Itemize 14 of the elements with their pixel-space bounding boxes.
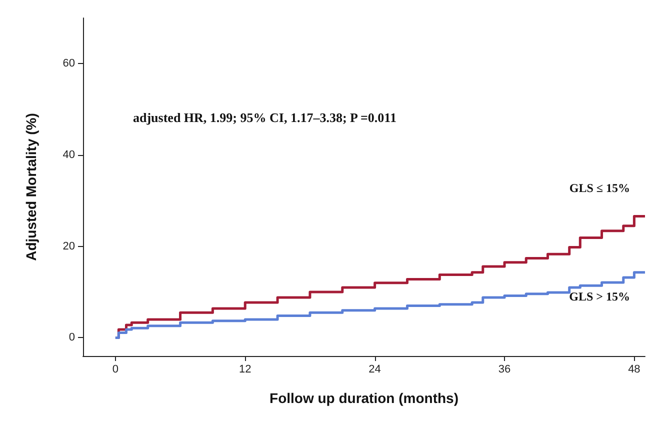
x-tick-label: 24 [368, 364, 381, 376]
x-tick-label: 48 [628, 364, 640, 376]
series-label: GLS > 15% [569, 289, 630, 304]
y-tick-label: 40 [62, 149, 75, 162]
y-tick-label: 20 [62, 240, 75, 252]
x-tick-label: 36 [498, 364, 511, 376]
y-tick-label: 60 [62, 58, 75, 70]
annotation: adjusted HR, 1.99; 95% CI, 1.17–3.38; P =0.011 [133, 110, 396, 125]
x-tick-label: 0 [112, 364, 118, 376]
series-label: GLS ≤ 15% [569, 181, 630, 196]
x-tick-label: 12 [238, 364, 252, 376]
x-axis-title: Follow up duration (months) [270, 390, 458, 406]
y-axis-title: Adjusted Mortality (%) [23, 113, 39, 261]
y-tick-label: 0 [68, 332, 75, 344]
